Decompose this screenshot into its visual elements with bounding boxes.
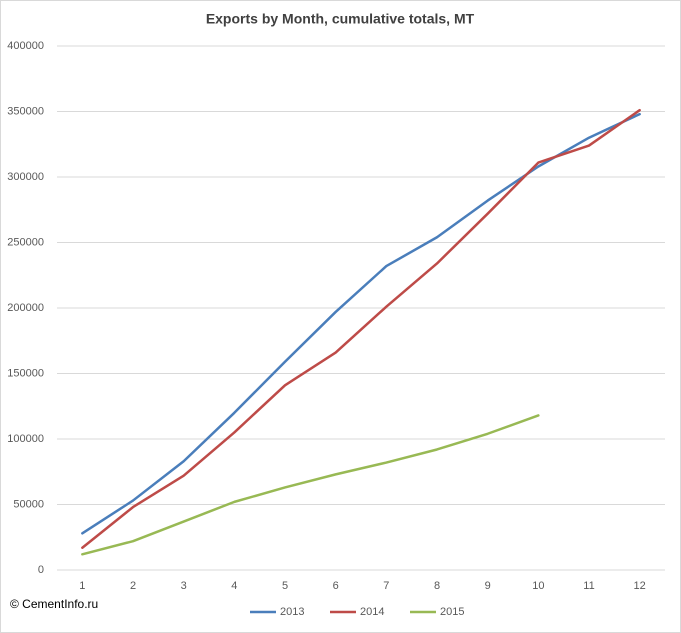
x-tick-label: 2	[130, 580, 136, 592]
x-tick-label: 11	[583, 580, 594, 592]
x-tick-label: 9	[485, 580, 491, 592]
chart-title: Exports by Month, cumulative totals, MT	[206, 11, 475, 27]
x-tick-label: 3	[181, 580, 187, 592]
series-line	[81, 108, 641, 549]
legend-label: 2014	[360, 606, 384, 618]
x-tick-label: 1	[79, 580, 85, 592]
x-tick-label: 10	[532, 580, 544, 592]
x-tick-label: 8	[434, 580, 440, 592]
y-tick-label: 150000	[7, 367, 44, 379]
y-tick-label: 50000	[13, 498, 44, 510]
y-tick-label: 300000	[7, 171, 44, 183]
x-tick-label: 5	[282, 580, 288, 592]
legend-label: 2015	[440, 606, 464, 618]
y-tick-label: 200000	[7, 302, 44, 314]
y-tick-label: 350000	[7, 105, 44, 117]
x-tick-label: 7	[383, 580, 389, 592]
source: © CementInfo.ru	[10, 597, 98, 611]
x-tick-label: 12	[634, 580, 646, 592]
y-tick-label: 250000	[7, 236, 44, 248]
x-tick-label: 6	[333, 580, 339, 592]
y-tick-label: 0	[38, 564, 44, 576]
legend-label: 2013	[280, 606, 304, 618]
series-line	[81, 112, 641, 535]
y-tick-label: 400000	[7, 40, 44, 52]
series-line	[81, 414, 540, 556]
y-tick-label: 100000	[7, 433, 44, 445]
x-tick-label: 4	[231, 580, 237, 592]
